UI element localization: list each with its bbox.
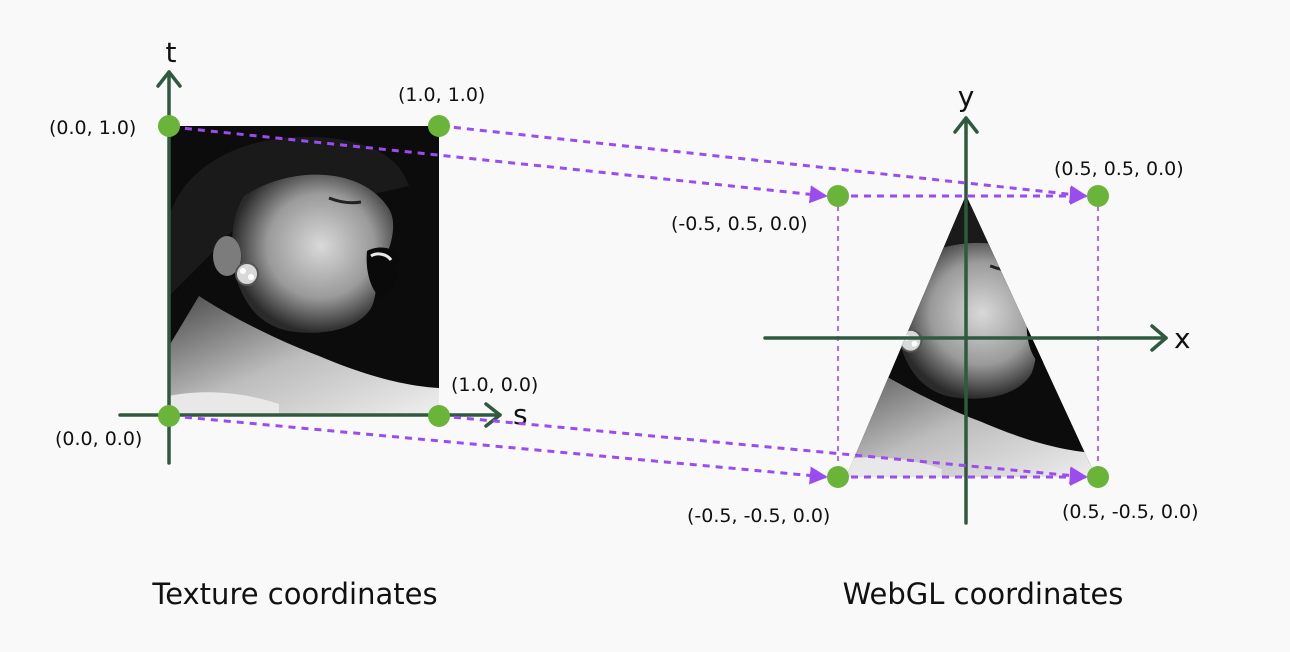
webgl-vertex-tr xyxy=(1087,185,1109,207)
texture-label-br: (1.0, 0.0) xyxy=(451,374,538,396)
texture-t-label: t xyxy=(166,36,177,69)
webgl-label-tr: (0.5, 0.5, 0.0) xyxy=(1054,158,1184,180)
webgl-y-label: y xyxy=(958,80,975,113)
map-arrow-tr xyxy=(440,124,1088,204)
mapping-arrows xyxy=(171,124,1088,486)
texture-caption: Texture coordinates xyxy=(151,577,437,611)
webgl-y-axis xyxy=(953,116,979,525)
map-arrow-br xyxy=(440,414,1088,485)
webgl-vertex-tl xyxy=(827,185,849,207)
texture-s-label: s xyxy=(513,398,528,431)
texture-vertex-tl xyxy=(158,115,180,137)
webgl-label-bl: (-0.5, -0.5, 0.0) xyxy=(687,505,830,527)
webgl-label-tl: (-0.5, 0.5, 0.0) xyxy=(671,213,808,235)
webgl-vertices xyxy=(827,185,1109,488)
texture-vertex-bl xyxy=(158,405,180,427)
texture-vertices xyxy=(158,115,450,427)
map-arrow-bl xyxy=(171,414,828,485)
webgl-label-br: (0.5, -0.5, 0.0) xyxy=(1062,501,1199,523)
texture-vertex-br xyxy=(428,405,450,427)
texture-image xyxy=(167,124,441,416)
texture-label-tl: (0.0, 1.0) xyxy=(49,117,136,139)
texture-t-axis xyxy=(156,70,182,465)
webgl-vertex-br xyxy=(1087,466,1109,488)
webgl-x-label: x xyxy=(1174,322,1191,355)
webgl-caption: WebGL coordinates xyxy=(843,577,1124,611)
map-arrow-tl xyxy=(171,125,828,204)
texture-label-bl: (0.0, 0.0) xyxy=(55,428,142,450)
webgl-vertex-bl xyxy=(827,466,849,488)
texture-label-tr: (1.0, 1.0) xyxy=(398,84,485,106)
texture-vertex-tr xyxy=(428,115,450,137)
